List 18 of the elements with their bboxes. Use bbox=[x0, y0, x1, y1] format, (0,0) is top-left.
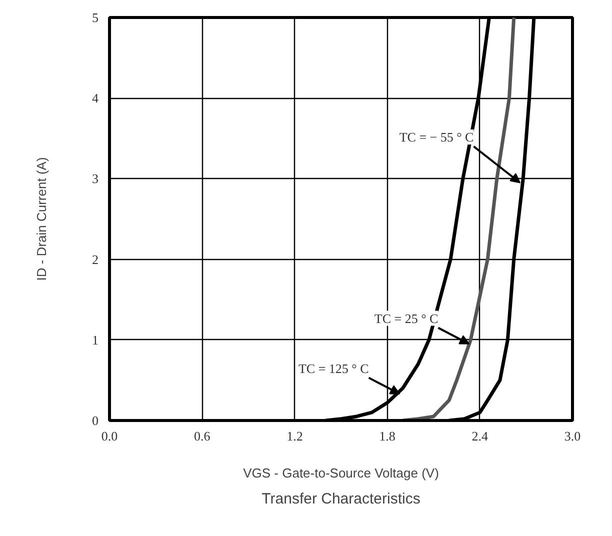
y-tick-label: 2 bbox=[92, 252, 98, 267]
x-tick-label: 1.8 bbox=[379, 428, 396, 444]
y-tick-label: 0 bbox=[92, 413, 98, 428]
y-tick-label: 5 bbox=[92, 10, 98, 25]
y-tick-label: 4 bbox=[92, 90, 99, 106]
x-tick-label: 1.2 bbox=[286, 428, 303, 444]
y-axis-title: ID - Drain Current (A) bbox=[34, 157, 49, 281]
annotation: TC = − 55 ° C bbox=[399, 129, 474, 144]
annotation: TC = 25 ° C bbox=[374, 310, 438, 326]
x-axis-title: VGS - Gate-to-Source Voltage (V) bbox=[243, 466, 439, 480]
x-tick-label: 2.4 bbox=[472, 428, 489, 444]
x-tick-label: 0.6 bbox=[194, 428, 211, 444]
y-tick-label: 1 bbox=[92, 332, 98, 348]
text: Transfer Characteristics bbox=[262, 490, 420, 508]
annotation: TC = 125 ° C bbox=[298, 360, 369, 376]
x-tick-label: 3.0 bbox=[564, 428, 581, 444]
x-tick-label: 0.0 bbox=[101, 428, 118, 444]
y-tick-label: 3 bbox=[92, 171, 98, 186]
